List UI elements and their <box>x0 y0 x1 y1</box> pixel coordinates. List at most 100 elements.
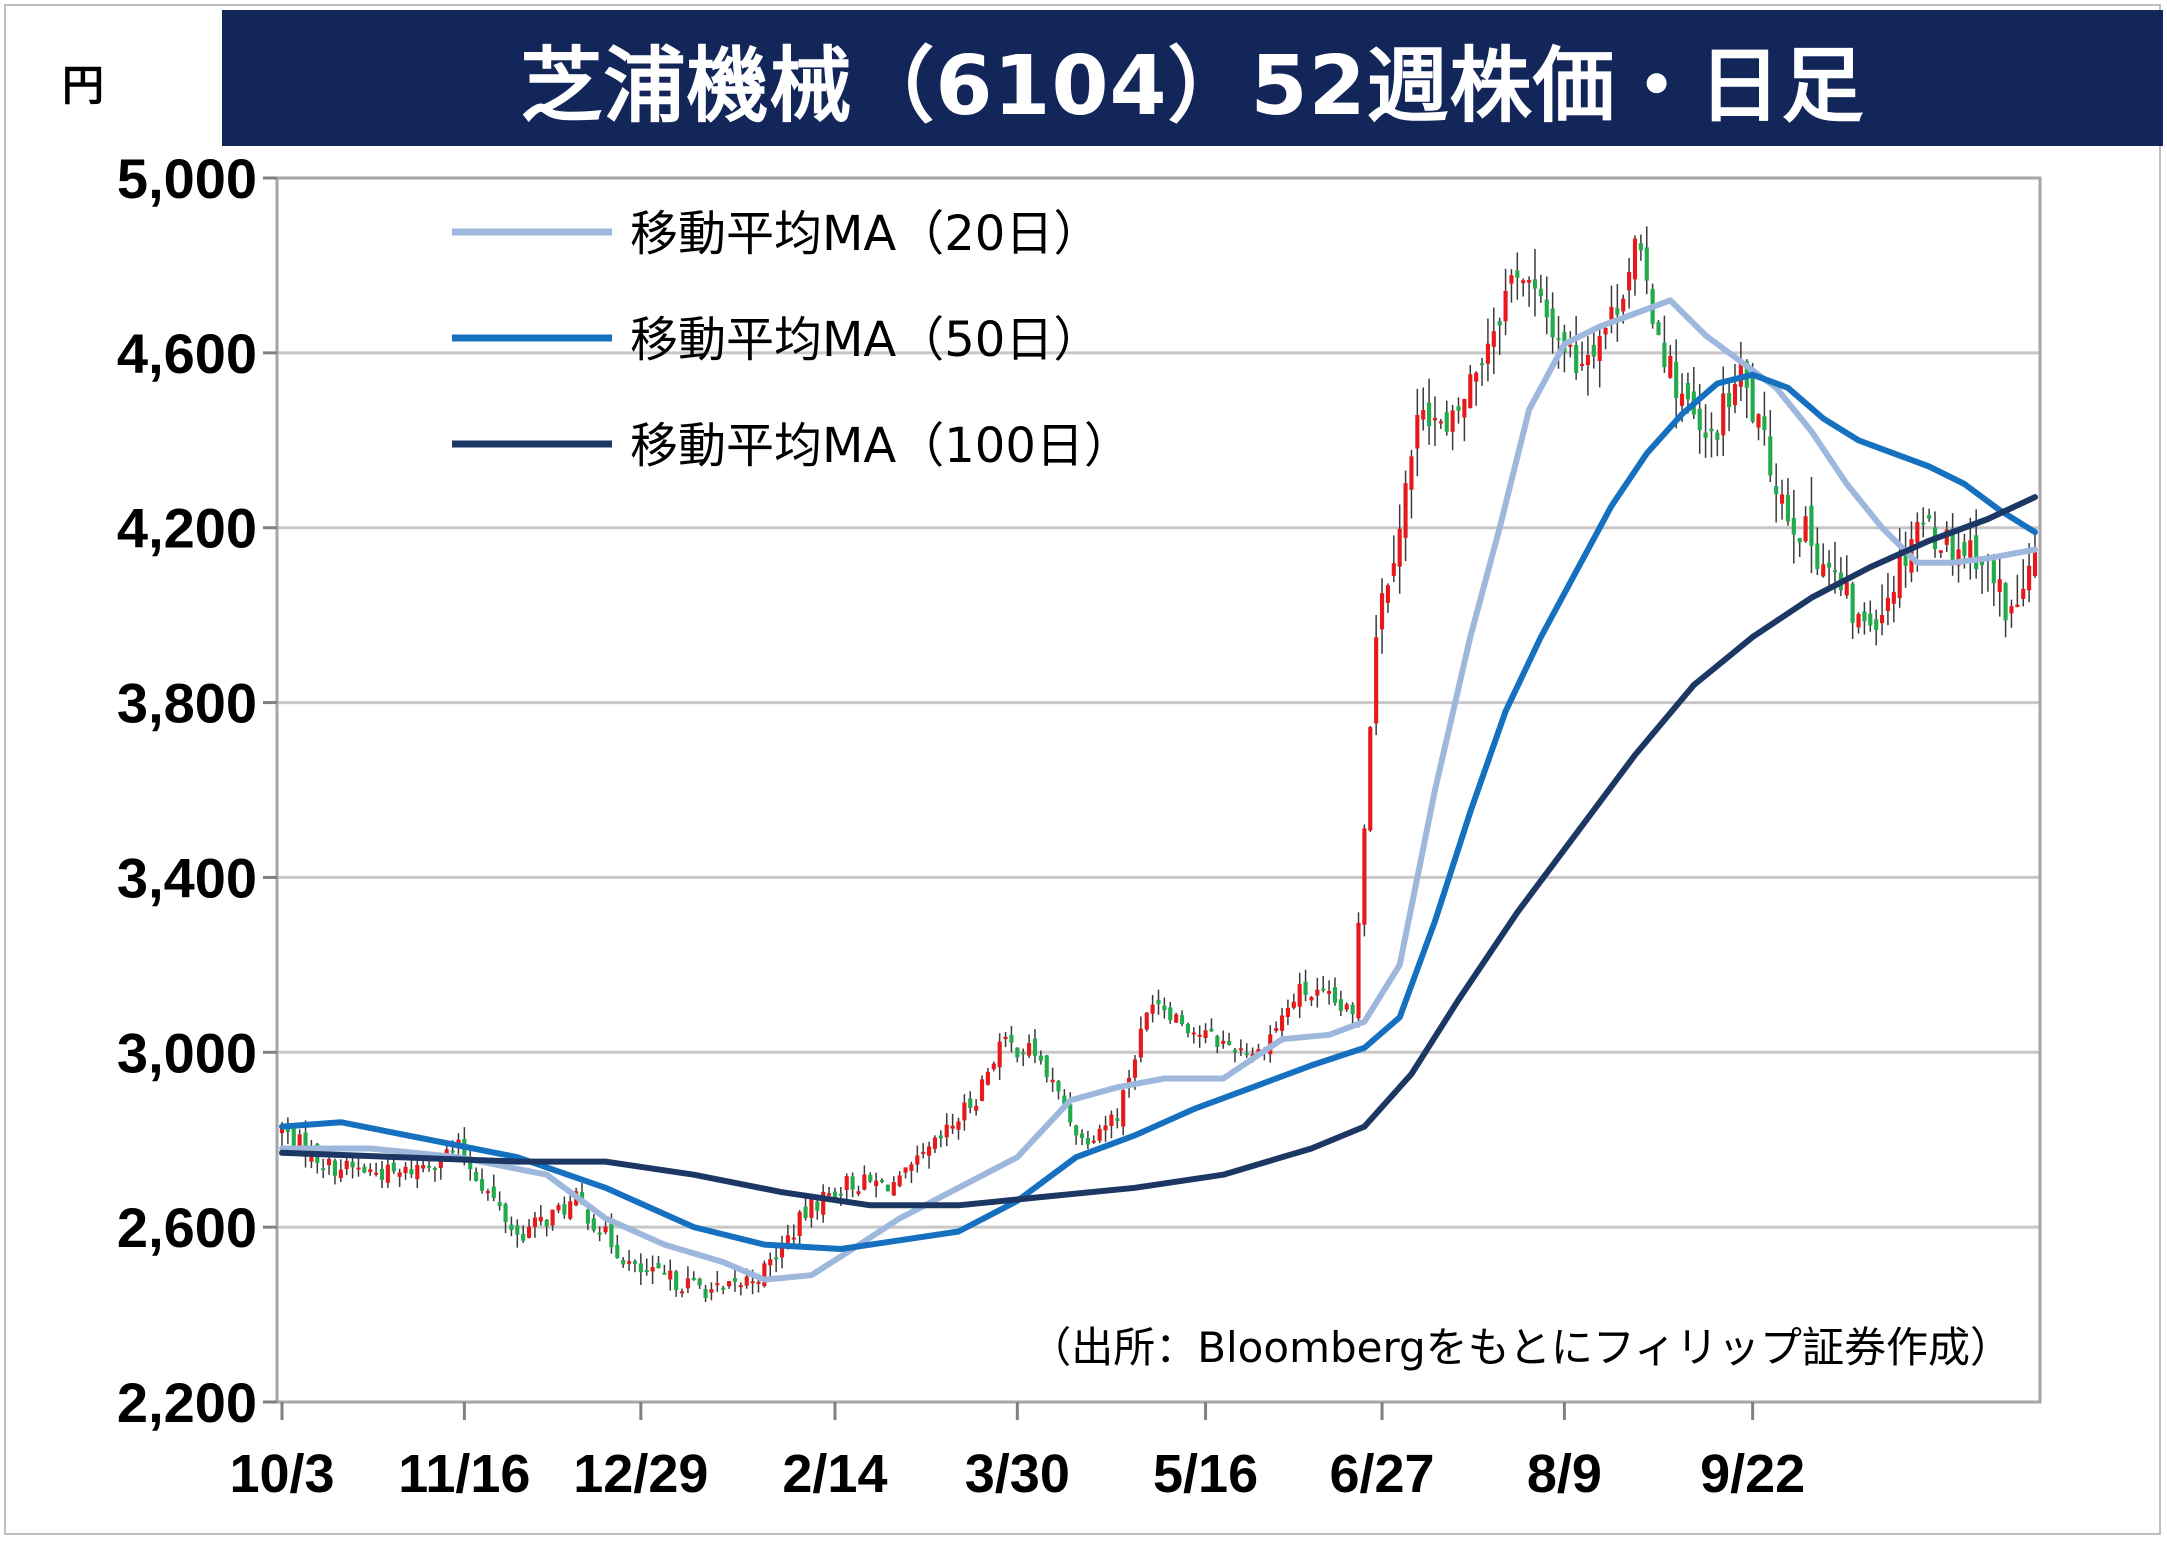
candle-down <box>774 1257 779 1260</box>
candle-up <box>921 1151 926 1154</box>
candle-down <box>721 1287 726 1290</box>
candle-up <box>326 1158 332 1166</box>
candle-down <box>691 1277 696 1280</box>
candle-up <box>715 1283 720 1286</box>
candle-up <box>1415 414 1420 449</box>
candle-up <box>1138 1028 1143 1058</box>
candle-up <box>744 1276 749 1286</box>
candle-up <box>550 1209 555 1226</box>
candle-down <box>656 1263 661 1269</box>
candle-down <box>1338 999 1343 1011</box>
candle-down <box>1185 1024 1190 1034</box>
candle-up <box>927 1146 932 1156</box>
candle-up <box>1297 984 1302 1007</box>
candle-down <box>832 1191 838 1198</box>
candle-up <box>979 1079 985 1101</box>
candle-up <box>1891 591 1896 604</box>
candle-down <box>497 1202 502 1207</box>
candle-up <box>1632 238 1638 280</box>
candle-up <box>532 1217 538 1228</box>
candle-down <box>1591 344 1596 357</box>
candle-up <box>1356 922 1361 1019</box>
candle-up <box>738 1285 743 1288</box>
candle-down <box>597 1232 602 1235</box>
candle-up <box>932 1137 938 1149</box>
candle-down <box>732 1277 738 1282</box>
candle-up <box>991 1063 996 1070</box>
candle-up <box>1579 363 1585 366</box>
candle-down <box>1874 619 1879 631</box>
candle-up <box>1238 1048 1243 1051</box>
candle-down <box>1056 1080 1061 1092</box>
candle-up <box>374 1172 379 1175</box>
candle-down <box>632 1261 638 1264</box>
candle-up <box>1203 1030 1208 1039</box>
candle-up <box>1485 343 1490 364</box>
candle-up <box>727 1281 732 1287</box>
candle-down <box>1068 1104 1073 1123</box>
candle-down <box>1974 535 1979 570</box>
candle-up <box>809 1196 814 1218</box>
candle-up <box>909 1164 914 1171</box>
candle-down <box>2003 583 2008 621</box>
candle-down <box>521 1233 526 1241</box>
candle-up <box>1391 563 1396 576</box>
candle-down <box>1574 345 1579 374</box>
candle-up <box>768 1259 773 1266</box>
candle-up <box>1368 727 1373 831</box>
candle-up <box>1291 1001 1296 1008</box>
candle-down <box>544 1219 549 1227</box>
ma50-line <box>279 371 2038 1252</box>
candle-up <box>685 1278 690 1289</box>
candle-down <box>1750 377 1755 422</box>
candle-down <box>491 1186 496 1199</box>
candle-down <box>1927 515 1932 519</box>
candle-up <box>2027 565 2032 591</box>
candle-up <box>1285 1007 1290 1017</box>
candle-down <box>1762 416 1767 431</box>
candle-up <box>797 1211 802 1236</box>
candle-down <box>332 1160 338 1176</box>
candle-down <box>1644 247 1649 281</box>
x-tick-label: 11/16 <box>398 1444 530 1504</box>
candle-down <box>1179 1015 1185 1024</box>
candle-up <box>556 1205 561 1211</box>
candle-up <box>844 1176 849 1190</box>
moving-averages <box>279 297 2038 1283</box>
candle-down <box>803 1206 808 1218</box>
candle-down <box>1950 528 1955 561</box>
candle-down <box>968 1098 973 1108</box>
candle-up <box>1050 1079 1055 1083</box>
candle-down <box>1085 1138 1090 1145</box>
candle-up <box>1362 828 1367 925</box>
candle-up <box>1821 564 1826 577</box>
candle-up <box>1374 637 1379 724</box>
candle-up <box>962 1102 967 1121</box>
candle-down <box>1727 392 1732 408</box>
candle-up <box>762 1263 767 1287</box>
candle-up <box>1503 291 1508 322</box>
candle-up <box>1438 421 1443 424</box>
candle-down <box>838 1193 843 1196</box>
candle-up <box>1397 528 1402 567</box>
candle-up <box>1527 280 1532 283</box>
candle-up <box>821 1191 826 1215</box>
candle-down <box>1497 321 1502 326</box>
candle-up <box>985 1071 990 1085</box>
y-tick-label: 4,600 <box>117 322 257 385</box>
candle-up <box>385 1164 390 1183</box>
candle-up <box>750 1281 755 1284</box>
legend: 移動平均MA（20日） 移動平均MA（50日） 移動平均MA（100日） <box>452 206 1132 474</box>
candle-down <box>609 1223 614 1248</box>
candle-up <box>2015 604 2020 608</box>
candle-up <box>779 1243 785 1258</box>
candle-down <box>662 1272 667 1275</box>
candle-up <box>956 1121 961 1130</box>
candle-up <box>527 1226 532 1238</box>
candle-down <box>1479 363 1485 366</box>
candle-down <box>1697 408 1702 431</box>
candle-up <box>1779 494 1785 504</box>
candle-down <box>938 1135 943 1139</box>
candle-down <box>1456 406 1461 411</box>
